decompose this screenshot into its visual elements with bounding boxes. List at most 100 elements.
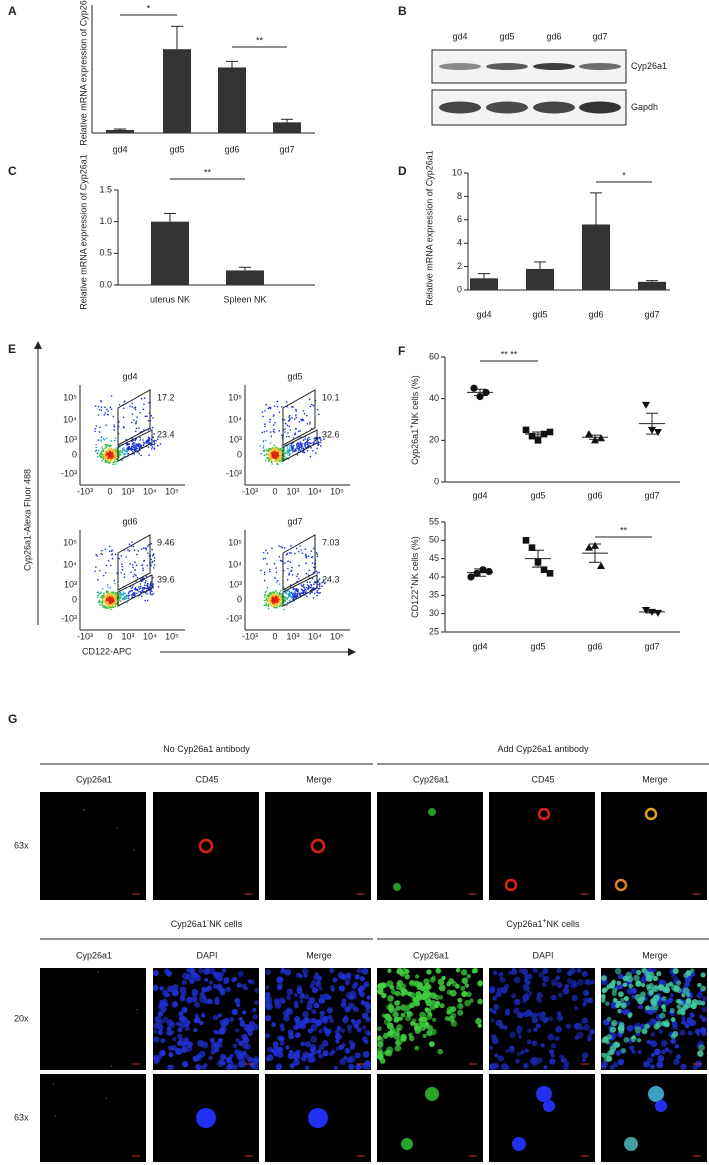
cell [637,997,644,1005]
event [276,597,279,599]
cell [353,981,359,987]
cell [401,988,408,996]
cell [198,968,204,974]
event [156,444,159,447]
cell [295,1023,300,1028]
event [97,405,100,408]
event [278,583,281,585]
event [285,435,288,438]
event [115,591,117,594]
bar [582,224,610,290]
group-title-rest: NK cells [547,919,581,929]
cell [333,1065,338,1070]
cell [220,972,225,977]
event [263,454,266,456]
event [104,452,107,454]
cell [700,1027,707,1034]
cell [696,992,703,999]
event [299,441,302,443]
cell [166,1026,172,1032]
cell [242,1036,250,1044]
y-tick-label: 10⁴ [63,559,77,569]
event [267,607,270,610]
y-axis-label: CD122+NK cells (%) [409,536,421,618]
event [290,592,292,594]
event [105,595,108,597]
event [146,599,149,602]
cell [185,1045,193,1053]
x-tick-label: gd5 [530,641,545,651]
cell [238,1040,244,1046]
event [271,547,273,550]
cell [576,978,584,986]
cell [495,991,502,998]
event [307,588,309,591]
bar [638,281,666,290]
event [105,591,108,594]
event [97,601,100,604]
cell [194,1013,199,1018]
event [150,558,152,561]
cell [363,981,370,988]
point [522,537,530,544]
event [150,542,153,545]
event [131,406,133,408]
y-tick-label: 10⁵ [63,537,77,547]
event [288,435,290,438]
event [277,595,279,597]
event [113,424,115,426]
cell [116,827,118,829]
cell [604,1001,610,1007]
event [109,587,111,589]
cell [345,1006,351,1012]
event [123,455,126,457]
event [135,420,138,423]
cell [646,1039,652,1045]
x-tick-label: gd4 [472,641,487,651]
event [145,549,147,551]
column-label: Cyp26a1 [76,950,112,960]
cell [310,1035,318,1043]
cell [212,984,218,989]
cell [293,1003,299,1009]
event [153,564,156,566]
cell [475,1017,482,1025]
event [288,414,291,417]
event [292,592,295,595]
y-tick-label: 10⁴ [228,414,242,424]
event [101,595,104,597]
plot-title: gd5 [287,371,302,381]
cell [241,983,247,989]
point [642,401,650,409]
event [135,574,137,577]
cell [169,1064,175,1070]
event [148,454,150,456]
event [134,448,137,451]
x-tick-label: 10⁵ [165,486,179,496]
event [111,601,113,603]
event [284,431,286,433]
cell [574,1005,579,1011]
event [127,448,129,450]
event [269,407,272,410]
event [307,574,310,576]
cell [493,1004,500,1011]
cell [663,999,670,1006]
event [101,597,104,599]
event [313,592,316,595]
cell [700,972,706,978]
point [585,430,593,438]
event [296,592,299,594]
event [312,547,315,550]
gate [117,574,153,607]
event [107,410,109,412]
bar [163,49,191,133]
x-tick-label: gd7 [644,641,659,651]
cell [362,1012,369,1020]
cell [446,1006,454,1014]
cell [203,998,210,1005]
cell [237,970,244,977]
cell [437,978,445,986]
event [302,419,305,421]
event [124,453,126,456]
